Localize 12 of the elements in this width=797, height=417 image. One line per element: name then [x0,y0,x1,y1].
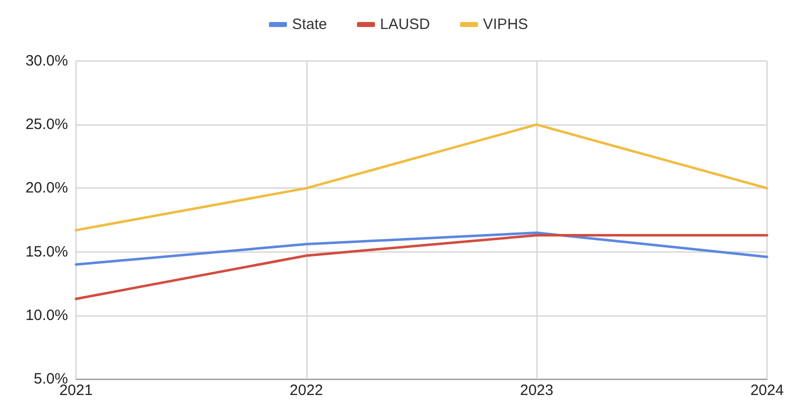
line-series [74,231,768,266]
legend-label: LAUSD [380,16,430,33]
y-tick-label: 15.0% [25,243,68,260]
x-tick-label: 2022 [290,382,324,399]
y-tick-label: 30.0% [25,52,68,70]
y-tick-label: 10.0% [25,306,68,324]
legend-label: VIPHS [483,16,528,33]
y-tick-label: 25.0% [25,116,68,134]
legend-label: State [292,16,328,33]
y-tick-label: 20.0% [25,180,68,197]
x-tick-label: 2023 [520,382,554,399]
x-tick-label: 2024 [750,382,784,399]
